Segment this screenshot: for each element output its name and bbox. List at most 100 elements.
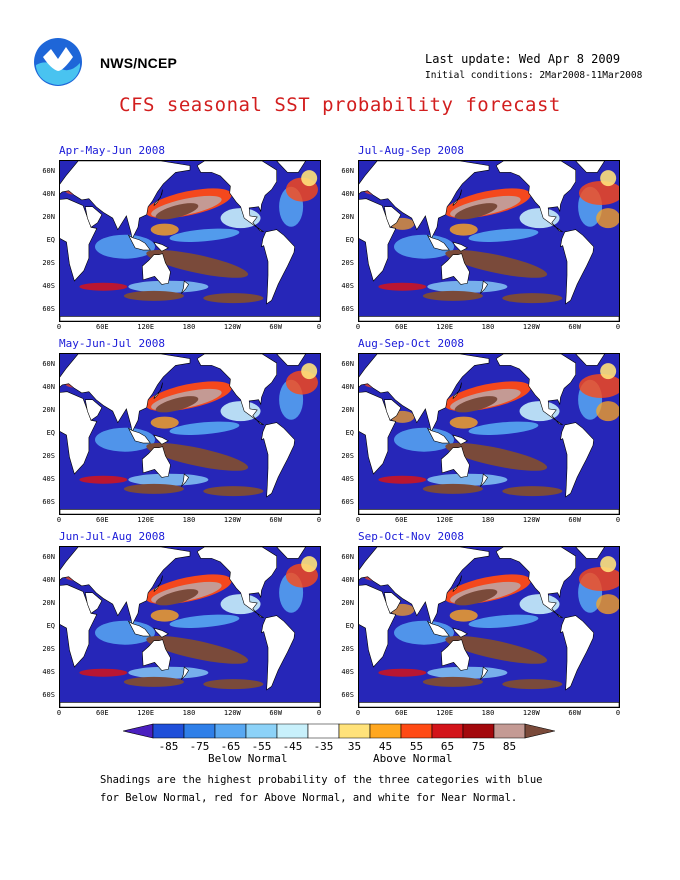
- colorbar-segment: [152, 723, 185, 739]
- lat-tick-label: 20N: [341, 213, 354, 222]
- lon-tick-label: 0: [316, 516, 322, 524]
- map-panel: May-Jun-Jul 2008 60N 40N 20N EQ 20S 40S 60S 0 60…: [42, 337, 322, 525]
- lat-tick-label: 40N: [341, 190, 354, 199]
- lon-tick-label: 0: [56, 709, 62, 717]
- lon-tick-label: 180: [182, 323, 196, 331]
- legend-note-line-1: Shadings are the highest probability of …: [100, 774, 543, 786]
- colorbar-segment: [245, 723, 278, 739]
- lat-tick-label: 20N: [341, 406, 354, 415]
- sst-map: [358, 546, 620, 708]
- lat-tick-label: 60S: [42, 690, 55, 699]
- colorbar-tick-label: -75: [189, 740, 210, 753]
- colorbar-tick-label: 85: [502, 740, 517, 753]
- colorbar-tick-label: -45: [282, 740, 303, 753]
- panel-title: Sep-Oct-Nov 2008: [358, 530, 464, 543]
- lon-tick-label: 120E: [137, 709, 155, 717]
- legend-note-line-2: for Below Normal, red for Above Normal, …: [100, 792, 518, 804]
- lon-tick-label: 120W: [223, 709, 241, 717]
- lon-tick-label: 0: [615, 709, 621, 717]
- lat-tick-label: 60N: [42, 167, 55, 176]
- lat-tick-label: 60N: [341, 167, 354, 176]
- lon-tick-label: 120E: [436, 516, 454, 524]
- lat-tick-label: EQ: [345, 236, 354, 244]
- lon-tick-label: 120E: [436, 709, 454, 717]
- colorbar-arrow-low: [123, 723, 154, 739]
- lon-tick-label: 120W: [522, 323, 540, 331]
- initial-conditions: Initial conditions: 2Mar2008-11Mar2008: [425, 70, 643, 81]
- lat-tick-label: 40N: [341, 576, 354, 585]
- lon-tick-label: 120W: [522, 709, 540, 717]
- lon-tick-label: 60W: [269, 516, 282, 524]
- lon-tick-label: 0: [355, 323, 361, 331]
- lat-tick-label: 40S: [42, 474, 55, 483]
- lon-tick-label: 0: [615, 516, 621, 524]
- lat-tick-label: 20S: [42, 451, 55, 460]
- lat-tick-label: 40S: [341, 474, 354, 483]
- lat-tick-label: 20S: [42, 644, 55, 653]
- lon-tick-label: 60E: [395, 323, 408, 331]
- lon-tick-label: 0: [615, 323, 621, 331]
- colorbar-tick-label: -55: [251, 740, 272, 753]
- lon-tick-label: 60E: [96, 323, 109, 331]
- colorbar-segment: [276, 723, 309, 739]
- sst-map: [358, 160, 620, 322]
- colorbar-tick-label: -35: [313, 740, 334, 753]
- colorbar-segment: [462, 723, 495, 739]
- lat-tick-label: 20N: [42, 599, 55, 608]
- lat-tick-label: 20S: [341, 258, 354, 267]
- lon-tick-label: 180: [182, 709, 196, 717]
- lat-tick-label: 60S: [341, 690, 354, 699]
- panel-title: Aug-Sep-Oct 2008: [358, 337, 464, 350]
- lon-tick-label: 120E: [436, 323, 454, 331]
- lat-tick-label: 20S: [341, 451, 354, 460]
- lon-tick-label: 0: [56, 323, 62, 331]
- map-panel: Aug-Sep-Oct 2008 60N 40N 20N EQ 20S 40S 60S 0 60…: [341, 337, 621, 525]
- map-panel: Jul-Aug-Sep 2008 60N 40N 20N EQ 20S 40S 60S 0 60…: [341, 144, 621, 332]
- lon-tick-label: 180: [481, 516, 495, 524]
- lat-tick-label: 60N: [42, 360, 55, 369]
- lon-tick-label: 60E: [96, 516, 109, 524]
- lat-tick-label: 40N: [341, 383, 354, 392]
- lon-tick-label: 0: [355, 709, 361, 717]
- colorbar-tick-label: -65: [220, 740, 241, 753]
- panel-title: Jun-Jul-Aug 2008: [59, 530, 165, 543]
- lon-tick-label: 120W: [223, 516, 241, 524]
- colorbar-segment: [338, 723, 371, 739]
- lat-tick-label: 60N: [341, 360, 354, 369]
- lon-tick-label: 180: [182, 516, 196, 524]
- lon-tick-label: 60W: [568, 516, 581, 524]
- colorbar-segment: [214, 723, 247, 739]
- colorbar-segment: [307, 723, 340, 739]
- below-normal-label: Below Normal: [208, 752, 288, 765]
- lat-tick-label: 20N: [42, 406, 55, 415]
- lon-tick-label: 0: [355, 516, 361, 524]
- sst-map: [59, 546, 321, 708]
- lat-tick-label: 40S: [341, 281, 354, 290]
- lat-tick-label: 40S: [42, 667, 55, 676]
- colorbar-tick-label: 45: [378, 740, 393, 753]
- lon-tick-label: 60W: [269, 709, 282, 717]
- map-panel: Sep-Oct-Nov 2008 60N 40N 20N EQ 20S 40S 60S 0 60…: [341, 530, 621, 718]
- lat-tick-label: 60S: [341, 304, 354, 313]
- colorbar-segment: [183, 723, 216, 739]
- lat-tick-label: 20S: [42, 258, 55, 267]
- lon-tick-label: 60E: [395, 516, 408, 524]
- colorbar-arrow-high: [524, 723, 555, 739]
- lon-tick-label: 120E: [137, 516, 155, 524]
- panel-title: Apr-May-Jun 2008: [59, 144, 165, 157]
- lat-tick-label: 60S: [341, 497, 354, 506]
- lon-tick-label: 120E: [137, 323, 155, 331]
- lat-tick-label: 20S: [341, 644, 354, 653]
- lon-tick-label: 180: [481, 709, 495, 717]
- colorbar-tick-label: 75: [471, 740, 486, 753]
- lat-tick-label: EQ: [46, 622, 55, 630]
- map-panel: Jun-Jul-Aug 2008 60N 40N 20N EQ 20S 40S 60S 0 60…: [42, 530, 321, 718]
- colorbar-segment: [369, 723, 402, 739]
- lon-tick-label: 0: [56, 516, 62, 524]
- lat-tick-label: 40N: [42, 576, 55, 585]
- colorbar-tick-label: 35: [347, 740, 362, 753]
- panel-title: Jul-Aug-Sep 2008: [358, 144, 464, 157]
- last-update: Last update: Wed Apr 8 2009: [425, 52, 621, 66]
- sst-map: [59, 160, 321, 322]
- colorbar-tick-label: -85: [158, 740, 179, 753]
